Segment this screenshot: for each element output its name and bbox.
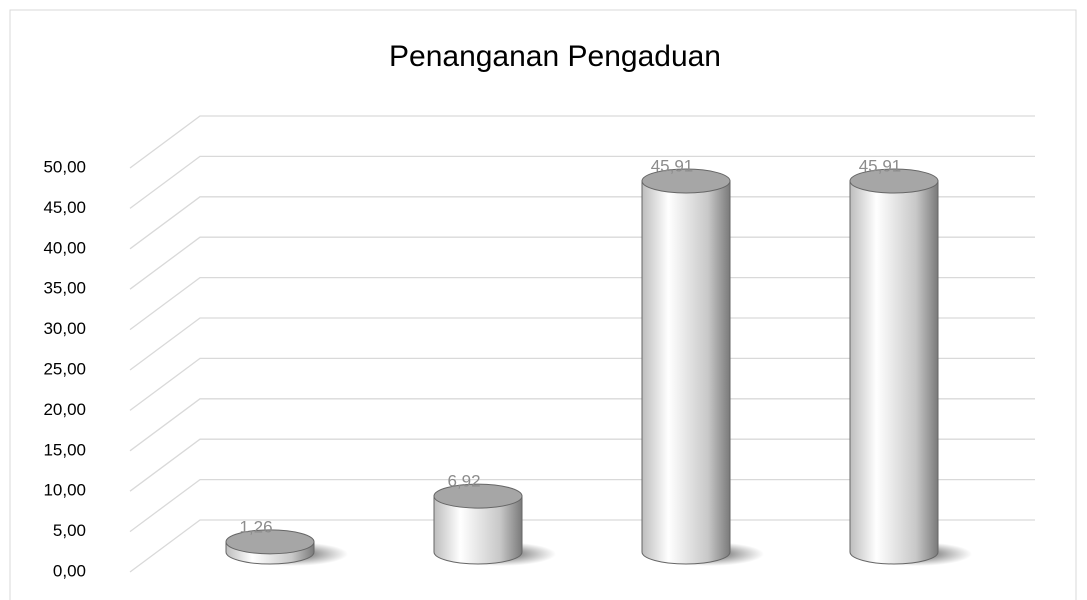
grid-line — [129, 236, 1035, 290]
bar-body — [641, 180, 731, 565]
value-label: 45,91 — [651, 157, 694, 176]
y-tick-label: 45,00 — [43, 198, 86, 217]
bar — [849, 168, 972, 566]
grid-line — [129, 276, 1035, 331]
grid-line — [129, 357, 1035, 411]
y-tick-label: 20,00 — [43, 400, 86, 419]
bar-top — [433, 483, 523, 509]
value-label: 6,92 — [447, 472, 480, 491]
grid-line — [129, 519, 1035, 573]
y-tick-label: 30,00 — [43, 319, 86, 338]
y-tick-label: 0,00 — [53, 561, 86, 580]
y-tick-label: 50,00 — [43, 157, 86, 176]
y-tick-label: 10,00 — [43, 481, 86, 500]
bar — [641, 168, 764, 566]
y-tick-label: 40,00 — [43, 238, 86, 257]
bar-body — [433, 495, 523, 565]
grid-line — [129, 478, 1035, 533]
grid-line — [129, 115, 1035, 169]
bar-top — [641, 168, 731, 194]
value-label: 45,91 — [859, 157, 902, 176]
grid-line — [129, 398, 1035, 452]
grid-line — [129, 438, 1035, 492]
bar — [225, 529, 348, 566]
bar-body — [849, 180, 939, 565]
y-tick-label: 25,00 — [43, 359, 86, 378]
y-tick-label: 35,00 — [43, 279, 86, 298]
grid-line — [129, 317, 1035, 371]
bar — [433, 483, 556, 566]
bar-top — [225, 529, 315, 555]
grid-line — [129, 155, 1035, 209]
value-label: 1,26 — [239, 517, 272, 536]
y-tick-label: 5,00 — [53, 521, 86, 540]
chart-title: Penanganan Pengaduan — [389, 40, 721, 73]
grid-line — [129, 196, 1035, 250]
y-tick-label: 15,00 — [43, 440, 86, 459]
bar-top — [849, 168, 939, 194]
